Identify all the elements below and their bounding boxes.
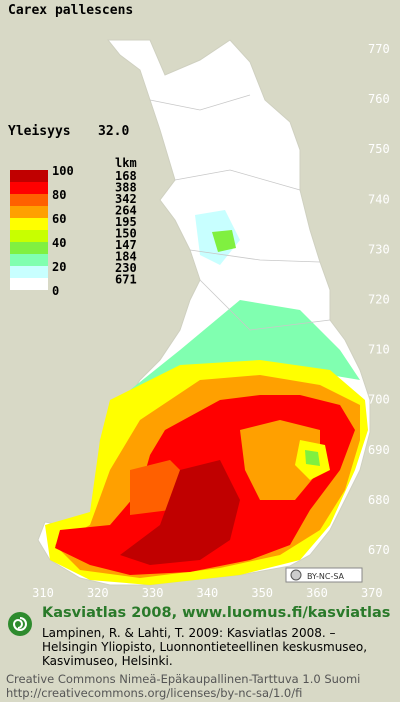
footer-heading: Kasviatlas 2008, www.luomus.fi/kasviatla… [42,605,390,621]
x-grid-label: 330 [142,586,164,600]
legend-swatch [10,194,48,206]
legend-count: 230 [115,261,137,275]
legend-scale-label: 20 [52,260,66,274]
cc-icon [290,569,302,581]
legend-swatch [10,218,48,230]
legend-count: 195 [115,215,137,229]
citation-line: Lampinen, R. & Lahti, T. 2009: Kasviatla… [42,626,336,640]
legend-swatch [10,182,48,194]
legend-scale-label: 0 [52,284,59,298]
legend-scale-label: 80 [52,188,66,202]
y-grid-label: 690 [368,443,390,457]
y-grid-label: 770 [368,42,390,56]
legend-count: 184 [115,250,137,264]
count-header: lkm [115,156,137,170]
legend-scale-label: 60 [52,212,66,226]
legend-scale-label: 40 [52,236,66,250]
border [189,249,321,263]
license-line: Creative Commons Nimeä-Epäkaupallinen-Ta… [6,672,360,686]
x-grid-label: 370 [361,586,383,600]
legend-swatch [10,266,48,278]
license-badge: BY-NC-SA [285,567,363,583]
cells [120,460,240,565]
x-grid-label: 360 [306,586,328,600]
borders [149,94,331,331]
logo [8,612,32,636]
legend-count: 671 [115,273,137,287]
logo-spiral [12,617,27,631]
legend-count: 264 [115,204,137,218]
legend-count: 388 [115,181,137,195]
x-grid-label: 310 [32,586,54,600]
legend-count: 342 [115,192,137,206]
legend-swatch [10,278,48,290]
border [199,279,331,331]
y-grid-label: 680 [368,493,390,507]
y-grid-label: 700 [368,393,390,407]
badge-text: BY-NC-SA [307,572,345,581]
y-grid-label: 740 [368,192,390,206]
x-grid-label: 320 [87,586,109,600]
distribution [45,210,368,585]
y-grid-label: 670 [368,543,390,557]
grid-labels: 770 760 750 740 730 720 710 700 690 680 670 310 320 3… [32,42,390,600]
y-grid-label: 730 [368,242,390,256]
logo-circle [8,612,32,636]
legend-count: 150 [115,227,137,241]
legend-swatch [10,230,48,242]
frequency-value: 32.0 [98,124,129,139]
legend-swatch [10,170,48,182]
citation-line: Helsingin Yliopisto, Luonnontieteellinen… [42,640,367,654]
license-line: http://creativecommons.org/licenses/by-n… [6,686,302,700]
badge-box [285,567,363,583]
border [174,169,301,191]
y-grid-label: 760 [368,92,390,106]
title: Carex pallescens [8,3,133,18]
x-grid-label: 350 [251,586,273,600]
legend-swatch [10,254,48,266]
cells [305,450,320,466]
legend-scale-label: 100 [52,164,74,178]
legend-count: 147 [115,238,137,252]
frequency-label: Yleisyys [8,124,71,139]
y-grid-label: 750 [368,142,390,156]
legend-count: 168 [115,169,137,183]
legend-swatch [10,242,48,254]
y-grid-label: 710 [368,343,390,357]
x-grid-label: 340 [197,586,219,600]
y-grid-label: 720 [368,293,390,307]
border [149,94,251,111]
citation-line: Kasvimuseo, Helsinki. [42,654,173,668]
cells [212,230,236,252]
legend-swatch [10,206,48,218]
